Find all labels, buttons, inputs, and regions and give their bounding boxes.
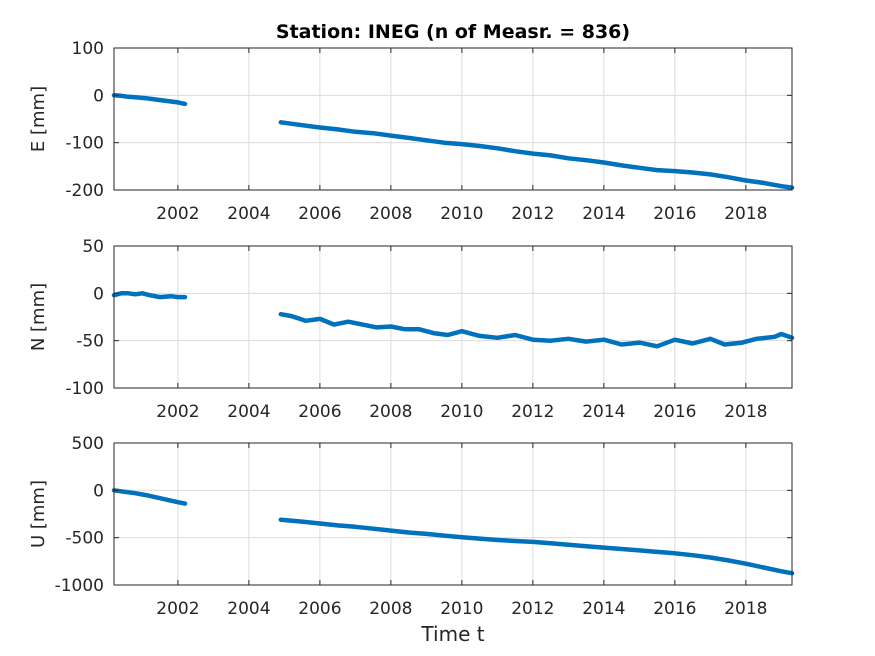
x-tick-label: 2010 xyxy=(440,402,483,422)
x-tick-label: 2006 xyxy=(298,402,341,422)
y-tick-label: -100 xyxy=(65,134,104,154)
x-tick-label: 2018 xyxy=(724,402,767,422)
x-tick-label: 2006 xyxy=(298,204,341,224)
y-tick-label: 0 xyxy=(93,284,104,304)
x-tick-label: 2004 xyxy=(227,599,270,619)
x-tick-label: 2002 xyxy=(156,599,199,619)
y-tick-label: -1000 xyxy=(55,576,104,596)
y-tick-label: 0 xyxy=(93,481,104,501)
axes-box-e xyxy=(113,47,793,191)
y-tick-label: -500 xyxy=(65,529,104,549)
x-tick-label: 2010 xyxy=(440,599,483,619)
x-tick-label: 2006 xyxy=(298,599,341,619)
x-tick-label: 2014 xyxy=(582,599,625,619)
y-tick-label: -50 xyxy=(76,332,104,352)
y-tick-label: -200 xyxy=(65,181,104,201)
x-tick-label: 2008 xyxy=(369,204,412,224)
x-tick-label: 2012 xyxy=(511,402,554,422)
x-tick-label: 2016 xyxy=(653,599,696,619)
y-tick-label: 0 xyxy=(93,86,104,106)
x-tick-label: 2008 xyxy=(369,599,412,619)
axes-box-n xyxy=(113,245,793,389)
x-tick-label: 2018 xyxy=(724,599,767,619)
series-n-segment-2 xyxy=(278,311,795,349)
x-tick-label: 2010 xyxy=(440,204,483,224)
y-tick-label: 500 xyxy=(72,434,104,454)
x-tick-label: 2014 xyxy=(582,204,625,224)
y-axis-label-u: U [mm] xyxy=(28,480,49,548)
y-tick-label: 100 xyxy=(72,39,104,59)
x-tick-label: 2002 xyxy=(156,204,199,224)
figure-title: Station: INEG (n of Measr. = 836) xyxy=(276,21,630,43)
x-tick-label: 2014 xyxy=(582,402,625,422)
x-tick-label: 2018 xyxy=(724,204,767,224)
x-tick-label: 2002 xyxy=(156,402,199,422)
x-tick-label: 2012 xyxy=(511,599,554,619)
axes-box-u xyxy=(113,442,793,586)
y-axis-label-e: E [mm] xyxy=(28,86,49,152)
series-u-segment-2 xyxy=(278,517,795,576)
axes-n: 2002 2004 2006 2008 2010 2012 2014 2016 2018 50 0 -… xyxy=(28,237,795,422)
series-u-segment-1 xyxy=(111,488,188,506)
series-e-segment-1 xyxy=(111,93,188,107)
x-tick-label: 2008 xyxy=(369,402,412,422)
series-e-segment-2 xyxy=(278,120,795,190)
y-tick-label: 50 xyxy=(82,237,104,257)
series-n-segment-1 xyxy=(111,291,188,300)
x-axis-label: Time t xyxy=(420,622,484,646)
x-tick-label: 2004 xyxy=(227,204,270,224)
y-tick-label: -100 xyxy=(65,379,104,399)
y-axis-label-n: N [mm] xyxy=(28,283,49,351)
x-tick-label: 2016 xyxy=(653,204,696,224)
x-tick-label: 2012 xyxy=(511,204,554,224)
x-tick-label: 2004 xyxy=(227,402,270,422)
x-tick-label: 2016 xyxy=(653,402,696,422)
axes-e: 2002 2004 2006 2008 2010 2012 2014 2016 2018 100 0… xyxy=(28,39,795,224)
axes-u: 2002 2004 2006 2008 2010 2012 2014 2016 2018 500 0… xyxy=(28,434,795,619)
